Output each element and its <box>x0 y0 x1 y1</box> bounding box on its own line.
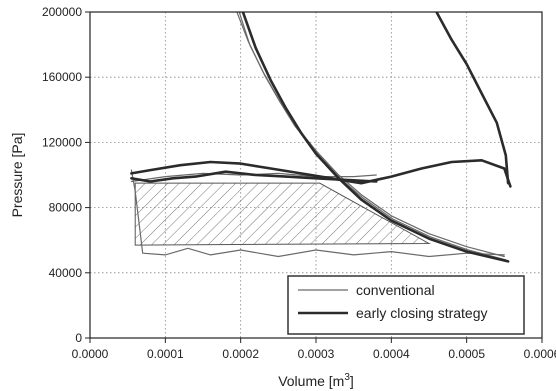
series-layer <box>130 12 512 263</box>
y-tick-label: 80000 <box>49 201 83 215</box>
legend-box <box>287 275 525 335</box>
x-tick-label: 0.0001 <box>147 347 184 361</box>
y-tick-label: 200000 <box>42 5 82 19</box>
series-line-early-closing-strategy <box>130 159 512 188</box>
grid <box>90 12 542 338</box>
y-tick-label: 40000 <box>49 266 83 280</box>
x-tick-label: 0.0003 <box>298 347 335 361</box>
y-axis-ticks: 0 40000 80000 120000 160000 200000 <box>42 5 90 345</box>
y-tick-label: 0 <box>75 331 82 345</box>
x-tick-label: 0.0002 <box>222 347 259 361</box>
y-tick-label: 120000 <box>42 135 82 149</box>
series-line-conventional <box>130 169 505 258</box>
series-line-early-closing-strategy <box>130 170 378 183</box>
hatched-area-layer <box>134 182 431 246</box>
x-tick-label: 0.0005 <box>448 347 485 361</box>
legend: conventional early closing strategy <box>287 275 525 335</box>
x-axis-title-end: ] <box>350 373 354 389</box>
x-tick-label: 0.0000 <box>72 347 109 361</box>
y-axis-title: Pressure [Pa] <box>9 133 25 218</box>
y-tick-label: 160000 <box>42 70 82 84</box>
x-axis-title-superscript: 3 <box>344 372 350 383</box>
x-axis-ticks: 0.0000 0.0001 0.0002 0.0003 0.0004 0.0005 0.00… <box>72 338 556 361</box>
x-tick-label: 0.0006 <box>524 347 556 361</box>
x-tick-label: 0.0004 <box>373 347 410 361</box>
legend-label-early-closing-strategy: early closing strategy <box>356 305 488 321</box>
series-line-early-closing-strategy <box>241 12 510 263</box>
legend-label-conventional: conventional <box>356 282 435 298</box>
x-axis-title: Volume [m3] <box>278 372 354 389</box>
hatched-work-area <box>134 182 431 246</box>
series-line-early-closing-strategy <box>435 12 510 185</box>
